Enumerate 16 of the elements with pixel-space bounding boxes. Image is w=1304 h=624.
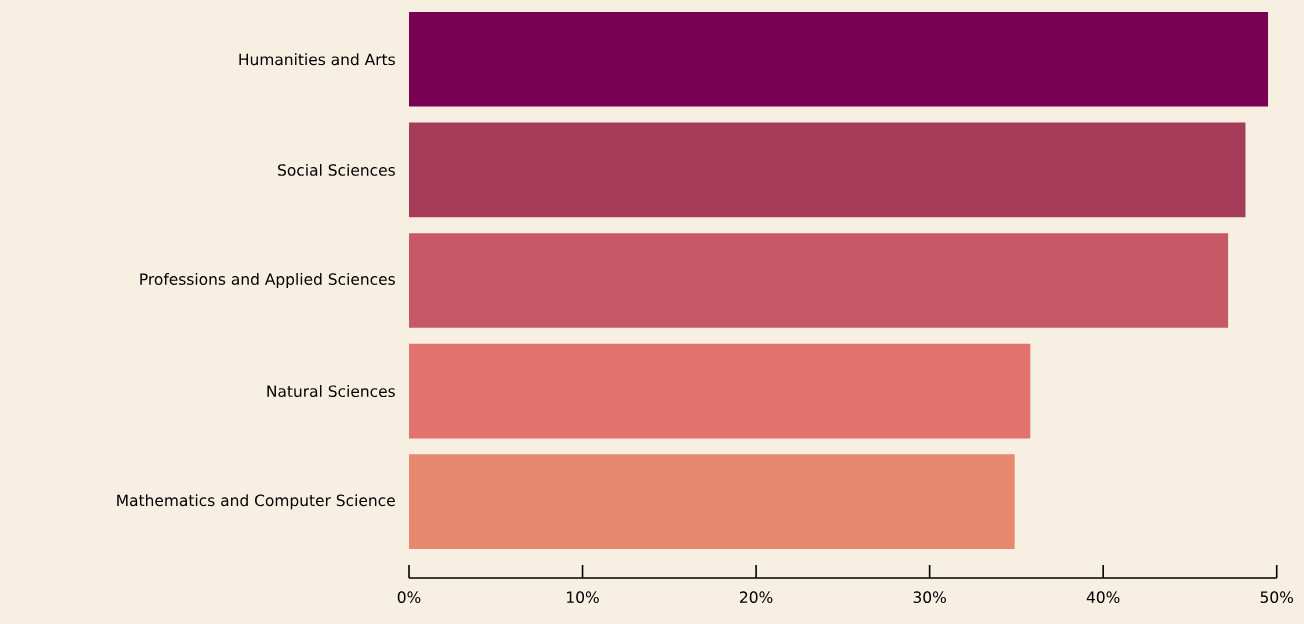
y-tick-label: Mathematics and Computer Science xyxy=(117,494,395,510)
bar xyxy=(409,11,1269,107)
x-tick-label: 30% xyxy=(913,591,946,604)
bar xyxy=(409,343,1031,439)
bar xyxy=(409,122,1246,218)
x-tick-label: 0% xyxy=(397,591,421,604)
x-tick-label: 40% xyxy=(1086,591,1120,604)
y-tick-label: Professions and Applied Sciences xyxy=(140,273,395,288)
bar xyxy=(409,233,1229,328)
x-tick-label: 20% xyxy=(740,591,773,604)
y-tick-label: Humanities and Arts xyxy=(239,53,395,66)
x-tick-label: 50% xyxy=(1260,591,1294,604)
y-tick-label: Social Sciences xyxy=(278,163,395,176)
x-tick-label: 10% xyxy=(567,591,599,604)
y-tick-label: Natural Sciences xyxy=(267,385,395,398)
bar xyxy=(409,454,1015,550)
